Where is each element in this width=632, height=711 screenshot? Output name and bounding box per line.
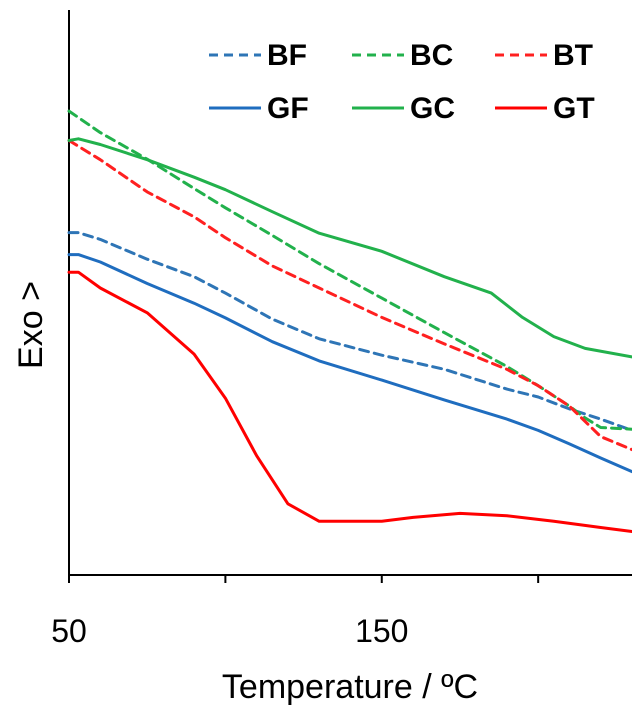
series-line-gt bbox=[67, 270, 632, 533]
series-group bbox=[67, 109, 632, 533]
legend-item-gt: GT bbox=[495, 92, 595, 125]
legend-label: GT bbox=[553, 92, 595, 125]
legend-label: BT bbox=[553, 39, 593, 72]
legend: BF BC BT GF GC GT bbox=[209, 39, 595, 125]
series-line-bc bbox=[67, 109, 632, 431]
series-line-gf bbox=[67, 253, 632, 474]
series-line-bt bbox=[67, 139, 632, 452]
legend-item-bt: BT bbox=[495, 39, 593, 72]
legend-label: GF bbox=[267, 92, 309, 125]
legend-item-gc: GC bbox=[352, 92, 455, 125]
legend-label: GC bbox=[410, 92, 455, 125]
x-tick-label: 50 bbox=[51, 613, 87, 649]
legend-item-gf: GF bbox=[209, 92, 309, 125]
series-line-bf bbox=[67, 231, 632, 432]
legend-label: BF bbox=[267, 39, 307, 72]
x-ticks: 50 150 bbox=[51, 575, 540, 649]
plot-area: 50 150 bbox=[51, 10, 632, 649]
x-tick-label: 150 bbox=[355, 613, 408, 649]
y-axis-title: Exo > bbox=[12, 281, 50, 369]
series-line-gc bbox=[67, 137, 632, 359]
legend-item-bc: BC bbox=[352, 39, 453, 72]
x-axis-title: Temperature / ºC bbox=[222, 668, 478, 706]
legend-item-bf: BF bbox=[209, 39, 307, 72]
legend-label: BC bbox=[410, 39, 453, 72]
